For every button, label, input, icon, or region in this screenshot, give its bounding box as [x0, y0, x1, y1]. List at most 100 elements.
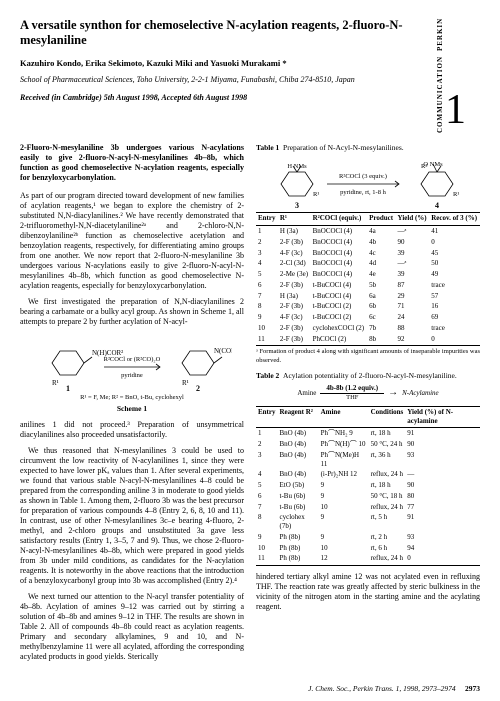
table-cell: 6b	[367, 301, 395, 312]
para-4: We thus reasoned that N-mesylanilines 3 …	[20, 446, 244, 586]
table-row: 10Ph (8b)10rt, 6 h94	[256, 543, 480, 554]
table-cell: 91	[405, 512, 480, 532]
table-cell: 2-F (3b)	[278, 334, 311, 346]
table-cell: 5	[256, 480, 278, 491]
table-cell: 3	[256, 248, 278, 259]
table-row: 34-F (3c)BnOCOCl (4)4c3945	[256, 248, 480, 259]
eq-right: N-Acylamine	[402, 389, 439, 398]
table-cell: 0	[429, 334, 480, 346]
table-row: 7H (3a)t-BuCOCl (4)6a2957	[256, 291, 480, 302]
t1-h0: Entry	[256, 213, 278, 226]
table-cell: 4e	[367, 269, 395, 280]
table-cell: reflux, 24 h	[369, 553, 406, 565]
table-cell: rt, 18 h	[369, 480, 406, 491]
table-cell: 4b	[367, 237, 395, 248]
table-cell: 5b	[367, 280, 395, 291]
brand-one: 1	[445, 89, 466, 131]
t1-h3: Product	[367, 213, 395, 226]
table-cell: 93	[405, 450, 480, 470]
table-cell: rt, 36 h	[369, 450, 406, 470]
table-cell: t-Bu (6b)	[278, 502, 319, 513]
table-row: 11Ph (8b)12reflux, 24 h0	[256, 553, 480, 565]
table-cell: 8	[256, 301, 278, 312]
table-cell: 1	[256, 428, 278, 439]
table-cell: t-BuCOCl (2)	[311, 301, 367, 312]
table-2-label: Table 2	[256, 371, 279, 380]
table-cell: t-Bu (6b)	[278, 491, 319, 502]
table-cell: 10	[319, 543, 369, 554]
table-cell: rt, 5 h	[369, 512, 406, 532]
table-cell: Ph⌒N(H)⌒ 10	[319, 439, 369, 450]
table-cell: cyclohexCOCl (2)	[311, 323, 367, 334]
table-row: 4BnO (4b)(i-Pr)₂NH 12reflux, 24 h—	[256, 469, 480, 480]
table-cell: 2-Cl (3d)	[278, 258, 311, 269]
table-cell: 50 °C, 24 h	[369, 439, 406, 450]
brand-communication: COMMUNICATION	[436, 56, 444, 133]
authors: Kazuhiro Kondo, Erika Sekimoto, Kazuki M…	[20, 58, 428, 69]
svg-text:R¹: R¹	[313, 191, 319, 198]
table-cell: 90	[405, 439, 480, 450]
table-row: 102-F (3b)cyclohexCOCl (2)7b88trace	[256, 323, 480, 334]
table-cell: 2-F (3b)	[278, 323, 311, 334]
table-cell: 8b	[367, 334, 395, 346]
table-cell: 5	[256, 269, 278, 280]
table-cell: rt, 6 h	[369, 543, 406, 554]
table-cell: Ph (8b)	[278, 553, 319, 565]
table-2-equation: Amine 4b-8b (1.2 equiv.) THF → N-Acylami…	[256, 384, 480, 402]
table-cell: BnO (4b)	[278, 428, 319, 439]
svg-text:R¹: R¹	[453, 191, 459, 198]
table-2: Entry Reagent R² Amine Conditions Yield …	[256, 406, 480, 566]
received-line: Received (in Cambridge) 5th August 1998,…	[20, 93, 428, 103]
t2-h3: Conditions	[369, 406, 406, 428]
scheme-1-svg: N(H)COR² R¹ N(COR²)₂ R¹ R²COCl or (R²CO)…	[32, 333, 232, 393]
table-cell: BnOCOCl (4)	[311, 258, 367, 269]
right-column: Table 1 Preparation of N-Acyl-N-mesylani…	[256, 143, 480, 668]
table-cell: 2-F (3b)	[278, 280, 311, 291]
abstract: 2-Fluoro-N-mesylaniline 3b undergoes var…	[20, 143, 244, 183]
table-cell: 39	[396, 248, 430, 259]
table-cell: 39	[396, 269, 430, 280]
table-cell: 2	[256, 237, 278, 248]
table-cell: 92	[396, 334, 430, 346]
svg-text:3: 3	[295, 201, 299, 210]
table-cell: reflux, 24 h	[369, 469, 406, 480]
svg-text:R¹: R¹	[52, 379, 59, 387]
eq-bot: THF	[320, 394, 384, 402]
table-cell: BnOCOCl (4)	[311, 269, 367, 280]
table-cell: t-BuCOCl (2)	[311, 312, 367, 323]
table-cell: cyclohex (7b)	[278, 512, 319, 532]
table-cell: rt, 18 h	[369, 428, 406, 439]
table-row: 8cyclohex (7b)9rt, 5 h91	[256, 512, 480, 532]
table-row: 6t-Bu (6b)950 °C, 18 h80	[256, 491, 480, 502]
table-cell: 6a	[367, 291, 395, 302]
table-cell: 11	[256, 553, 278, 565]
table-1-reaction: H NMs R¹ O NMs R² R¹ R²COCl (3 equiv.) p…	[263, 156, 473, 212]
para-6: hindered tertiary alkyl amine 12 was not…	[256, 572, 480, 612]
table-cell: 6	[256, 280, 278, 291]
table-row: 94-F (3c)t-BuCOCl (2)6c2469	[256, 312, 480, 323]
table-cell: (i-Pr)₂NH 12	[319, 469, 369, 480]
svg-text:2: 2	[196, 384, 200, 393]
table-row: 42-Cl (3d)BnOCOCl (4)4d—ᵃ50	[256, 258, 480, 269]
table-cell: BnO (4b)	[278, 469, 319, 480]
table-cell: 4a	[367, 226, 395, 237]
t2-h1: Reagent R²	[278, 406, 319, 428]
svg-text:pyridine: pyridine	[121, 372, 143, 379]
table-cell: rt, 2 h	[369, 532, 406, 543]
table-cell: Ph (8b)	[278, 532, 319, 543]
table-cell: 41	[429, 226, 480, 237]
page-footer: J. Chem. Soc., Perkin Trans. 1, 1998, 29…	[20, 684, 480, 693]
table-cell: 94	[405, 543, 480, 554]
table-cell: 2-F (3b)	[278, 301, 311, 312]
table-cell: 7	[256, 502, 278, 513]
page-title: A versatile synthon for chemoselective N…	[20, 18, 428, 48]
journal-brand: COMMUNICATION PERKIN 1	[436, 18, 480, 133]
table-cell: Ph⌒NH₂ 9	[319, 428, 369, 439]
t1-h5: Recov. of 3 (%)	[429, 213, 480, 226]
para-1: As part of our program directed toward d…	[20, 191, 244, 291]
table-cell: 10	[256, 543, 278, 554]
para-2: We first investigated the preparation of…	[20, 297, 244, 327]
table-1-caption: Table 1 Preparation of N-Acyl-N-mesylani…	[256, 143, 480, 152]
table-row: 7t-Bu (6b)10reflux, 24 h77	[256, 502, 480, 513]
para-5: We next turned our attention to the N-ac…	[20, 592, 244, 662]
